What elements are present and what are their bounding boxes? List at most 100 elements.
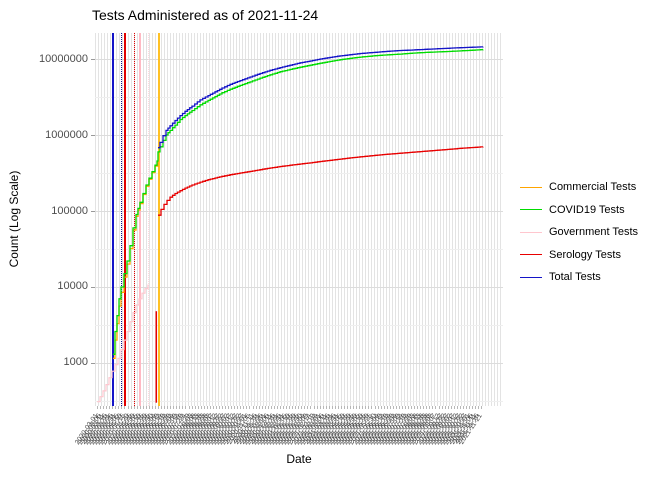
commercial-line-swatch [520,186,542,188]
gridline-horizontal [95,173,503,174]
x-tick-mark [273,406,275,409]
x-axis-title: Date [286,452,312,466]
x-tick-mark [148,406,150,409]
x-tick-mark [194,406,196,409]
x-tick-mark [240,406,242,409]
x-tick-mark [179,406,181,409]
x-tick-mark [173,406,175,409]
x-tick-mark [167,406,169,409]
legend-label: Total Tests [549,271,601,284]
x-tick-mark [389,406,391,409]
x-tick-mark [200,406,202,409]
x-tick-mark [462,406,464,409]
y-tick-label: 1000000 [45,129,88,141]
x-tick-mark [319,406,321,409]
event-vline [133,33,135,406]
x-tick-mark [450,406,452,409]
event-vline [139,33,142,406]
legend-item-government: Government Tests [520,221,672,244]
x-tick-mark [164,406,166,409]
y-tick-label: 100000 [51,205,88,217]
x-tick-mark [365,406,367,409]
covid19-line-swatch [520,209,542,211]
x-tick-mark [234,406,236,409]
x-tick-mark [176,406,178,409]
legend-item-covid19: COVID19 Tests [520,199,672,222]
x-tick-mark [417,406,419,409]
x-tick-mark [182,406,184,409]
x-tick-mark [298,406,300,409]
x-tick-mark [371,406,373,409]
legend-label: COVID19 Tests [549,203,625,216]
series-line-government-tests [97,284,149,403]
y-tick-mark [91,363,95,364]
x-tick-mark [368,406,370,409]
y-tick-mark [91,211,95,212]
x-tick-mark [112,406,114,409]
x-tick-mark [139,406,141,409]
x-tick-mark [145,406,147,409]
plot-panel [95,33,503,406]
x-tick-mark [109,406,111,409]
x-tick-mark [441,406,443,409]
x-tick-mark [444,406,446,409]
y-tick-label: 10000000 [39,53,88,65]
x-tick-mark [475,406,477,409]
x-tick-mark [414,406,416,409]
x-tick-mark [438,406,440,409]
x-tick-mark [304,406,306,409]
x-tick-mark [191,406,193,409]
x-tick-mark [292,406,294,409]
x-tick-mark [469,406,470,409]
event-vline [124,33,126,406]
x-tick-mark [313,406,315,409]
event-vline [158,33,161,406]
x-tick-mark [151,406,153,409]
x-tick-mark [249,406,251,409]
x-tick-mark [456,406,458,409]
x-tick-mark [404,406,406,409]
series-line-covid19-tests [113,49,484,355]
legend: Commercial Tests COVID19 Tests Governmen… [520,176,672,289]
y-tick-mark [91,59,95,60]
y-tick-mark [91,135,95,136]
gridline-horizontal [95,249,503,250]
government-line-swatch [520,231,542,233]
serology-line-swatch [520,254,542,256]
x-tick-mark [347,406,348,409]
x-tick-mark [121,406,123,409]
x-tick-mark [133,406,135,409]
x-tick-mark [411,406,412,409]
x-tick-mark [130,406,132,409]
x-tick-mark [472,406,473,409]
x-tick-mark [237,406,239,409]
x-tick-mark [340,406,342,409]
legend-label: Serology Tests [549,248,621,261]
legend-label: Government Tests [549,226,639,239]
x-tick-mark [408,406,409,409]
x-tick-mark [197,406,199,409]
x-tick-mark [310,406,312,409]
x-tick-mark [481,406,483,409]
x-tick-mark [252,406,254,409]
x-tick-mark [377,406,379,409]
x-tick-mark [344,406,345,409]
x-tick-mark [429,406,431,409]
x-tick-mark [136,406,138,409]
x-tick-mark [316,406,318,409]
x-tick-mark [264,406,266,409]
x-tick-mark [118,406,120,409]
x-tick-mark [395,406,397,409]
x-tick-mark [255,406,257,409]
x-tick-mark [261,406,263,409]
y-tick-label: 10000 [57,280,88,292]
x-tick-mark [97,406,98,409]
x-tick-mark [246,406,248,409]
x-tick-mark [127,406,129,409]
x-tick-mark [170,406,172,409]
event-vline [112,33,114,406]
legend-item-serology: Serology Tests [520,244,672,267]
x-tick-mark [219,406,220,409]
x-tick-mark [380,406,382,409]
